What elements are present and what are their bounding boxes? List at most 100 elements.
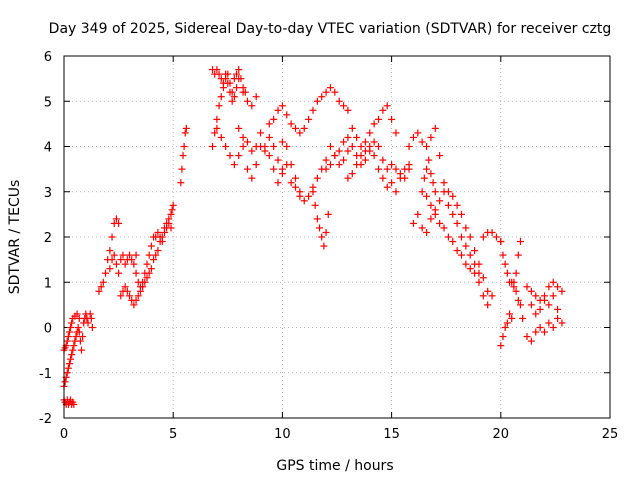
data-point xyxy=(115,219,123,227)
data-point xyxy=(318,233,326,241)
data-point xyxy=(77,346,85,354)
data-point xyxy=(252,93,260,101)
data-point xyxy=(292,183,300,191)
data-point xyxy=(340,138,348,146)
data-point xyxy=(76,337,84,345)
data-point xyxy=(427,133,435,141)
data-point xyxy=(163,219,171,227)
data-point xyxy=(115,269,123,277)
data-point xyxy=(117,256,125,264)
data-point xyxy=(322,156,330,164)
x-tick-label: 15 xyxy=(383,427,400,442)
data-point xyxy=(418,188,426,196)
data-point xyxy=(392,129,400,137)
data-point xyxy=(106,247,114,255)
data-point xyxy=(179,152,187,160)
data-point xyxy=(492,233,500,241)
data-point xyxy=(226,88,234,96)
data-point xyxy=(479,274,487,282)
y-tick-label: -1 xyxy=(39,367,52,382)
data-point xyxy=(475,278,483,286)
data-point xyxy=(431,188,439,196)
data-point xyxy=(222,143,230,150)
data-point xyxy=(278,138,286,146)
data-point xyxy=(252,143,260,150)
data-point xyxy=(313,97,321,105)
data-point xyxy=(88,324,96,331)
data-point xyxy=(429,179,437,187)
data-point xyxy=(335,147,343,155)
data-point xyxy=(340,156,348,164)
data-point xyxy=(296,129,304,137)
data-point xyxy=(248,174,256,182)
data-point xyxy=(235,152,243,160)
data-point xyxy=(449,192,457,200)
data-point xyxy=(126,251,134,259)
data-point xyxy=(440,179,448,187)
data-point xyxy=(65,328,73,336)
data-point xyxy=(536,305,544,313)
data-point xyxy=(235,66,243,74)
data-point xyxy=(431,124,439,132)
data-point xyxy=(423,143,431,150)
data-point xyxy=(514,251,522,259)
x-tick-label: 25 xyxy=(602,427,619,442)
data-point xyxy=(309,188,317,196)
data-point xyxy=(215,102,223,110)
data-point xyxy=(182,124,190,132)
data-point xyxy=(449,210,457,218)
data-point xyxy=(532,292,540,300)
data-point xyxy=(132,251,140,259)
data-point xyxy=(344,174,352,182)
x-tick-label: 5 xyxy=(169,427,177,442)
data-point xyxy=(65,360,73,368)
data-point xyxy=(353,133,361,141)
x-tick-label: 0 xyxy=(60,427,68,442)
data-point xyxy=(453,247,461,255)
data-point xyxy=(361,138,369,146)
data-point xyxy=(471,260,479,268)
data-point xyxy=(527,301,535,309)
data-point xyxy=(326,143,334,150)
data-point xyxy=(488,292,496,300)
data-point xyxy=(540,296,548,304)
data-point xyxy=(121,260,129,268)
data-point xyxy=(213,124,221,132)
data-point xyxy=(75,314,83,322)
data-point xyxy=(239,88,247,96)
data-point xyxy=(401,165,409,173)
data-point xyxy=(545,283,553,291)
data-point xyxy=(305,115,313,123)
data-point xyxy=(425,156,433,164)
data-point xyxy=(366,129,374,137)
data-point xyxy=(527,287,535,295)
data-point xyxy=(222,70,230,78)
data-point xyxy=(361,156,369,164)
data-point xyxy=(117,292,125,300)
data-point xyxy=(370,152,378,160)
data-point xyxy=(532,328,540,336)
data-point xyxy=(211,129,219,137)
data-point xyxy=(243,97,251,105)
data-point xyxy=(436,197,444,205)
data-point xyxy=(427,170,435,178)
data-point xyxy=(335,161,343,169)
data-point xyxy=(274,106,282,114)
data-point xyxy=(265,133,273,141)
data-point xyxy=(348,143,356,150)
data-point xyxy=(549,324,557,331)
data-point xyxy=(158,238,166,246)
data-point xyxy=(501,324,509,331)
data-point xyxy=(444,233,452,241)
y-tick-label: 6 xyxy=(44,50,52,65)
data-point xyxy=(230,161,238,169)
data-point xyxy=(503,269,511,277)
data-point xyxy=(123,287,131,295)
data-point xyxy=(230,93,238,101)
data-point xyxy=(388,179,396,187)
data-point xyxy=(501,260,509,268)
data-point xyxy=(370,120,378,128)
data-point xyxy=(506,310,514,318)
data-point xyxy=(554,283,562,291)
